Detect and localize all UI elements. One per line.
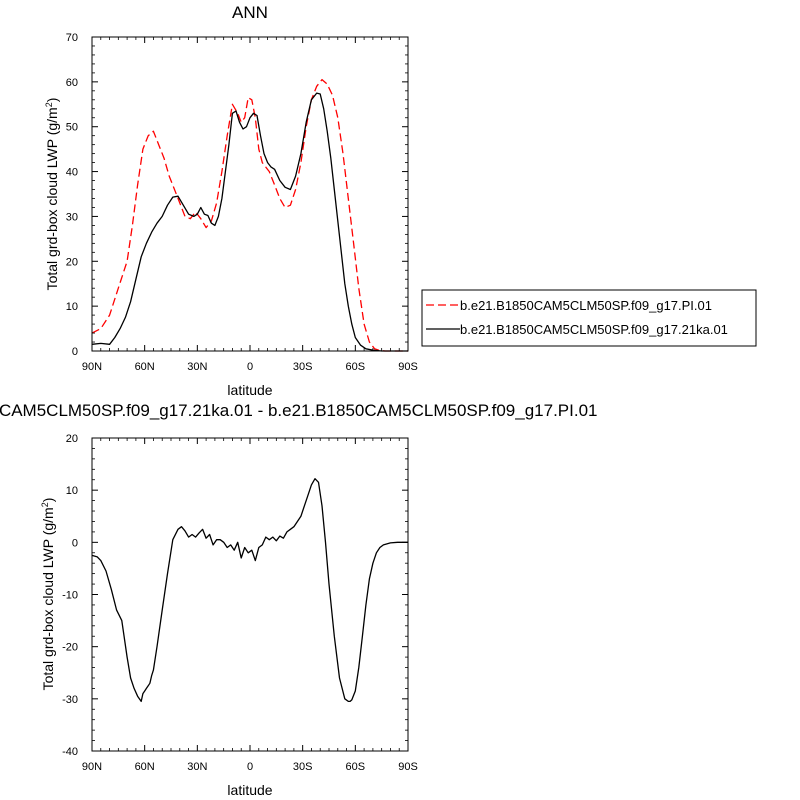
- bottom-x-tick-label-60n: 60N: [135, 761, 155, 773]
- top-series-layer: [91, 78, 408, 352]
- top-y-tick-label-50: 50: [66, 122, 78, 134]
- bottom-series-layer: [91, 478, 408, 703]
- bottom-x-tick-label-90s: 90S: [398, 761, 418, 773]
- top-x-tick-label-90n: 90N: [82, 361, 102, 373]
- top-y-tick-label-10: 10: [66, 301, 78, 313]
- bottom-x-axis-label: latitude: [227, 782, 272, 798]
- top-y-tick-label-70: 70: [66, 32, 78, 44]
- top-y-tick-label-60: 60: [66, 77, 78, 89]
- bottom-x-tick-label-90n: 90N: [82, 761, 102, 773]
- top-x-tick-label-90s: 90S: [398, 361, 418, 373]
- bottom-x-tick-label-60s: 60S: [346, 761, 366, 773]
- top-chart-title: ANN: [232, 3, 268, 22]
- top-x-tick-label-30n: 30N: [187, 361, 207, 373]
- top-ticks-layer: 90N 60N 30N 0 30S 60S 90S 0 10 20 30 40 50 60 70: [66, 32, 418, 373]
- bottom-x-tick-label-0: 0: [247, 761, 253, 773]
- legend-box: [421, 289, 757, 347]
- bottom-panel: b.e21.B1850CAM5CLM50SP.f09_g17.21ka.01 -…: [0, 401, 597, 798]
- bottom-y-tick-label-20: 20: [66, 433, 78, 445]
- bottom-y-tick-label-30: -30: [62, 694, 78, 706]
- legend-entry-21ka: b.e21.B1850CAM5CLM50SP.f09_g17.21ka.01: [426, 322, 728, 337]
- top-x-tick-label-60s: 60S: [346, 361, 366, 373]
- bottom-y-tick-label-10: -10: [62, 590, 78, 602]
- top-x-tick-label-30s: 30S: [293, 361, 313, 373]
- top-series-line-21ka: [91, 92, 408, 352]
- top-y-tick-label-40: 40: [66, 167, 78, 179]
- bottom-plot-frame: [91, 437, 409, 752]
- bottom-y-tick-label-0: 0: [72, 537, 78, 549]
- top-y-tick-label-20: 20: [66, 256, 78, 268]
- bottom-ticks-layer: 90N 60N 30N 0 30S 60S 90S -40 -30 -20 -10 0 10 20: [62, 433, 418, 773]
- bottom-y-axis-label: Total grd-box cloud LWP (g/m2): [40, 498, 56, 691]
- bottom-y-tick-label-20: -20: [62, 642, 78, 654]
- legend-entry-pi: b.e21.B1850CAM5CLM50SP.f09_g17.PI.01: [426, 298, 712, 313]
- bottom-chart-title: b.e21.B1850CAM5CLM50SP.f09_g17.21ka.01 -…: [0, 401, 597, 420]
- top-series-line-pi: [91, 78, 408, 352]
- bottom-series-line-difference: [91, 478, 408, 703]
- top-x-axis-label: latitude: [227, 382, 272, 398]
- top-legend: b.e21.B1850CAM5CLM50SP.f09_g17.PI.01 b.e…: [421, 289, 757, 347]
- top-x-tick-label-60n: 60N: [135, 361, 155, 373]
- top-plot-frame: [91, 36, 409, 352]
- bottom-x-tick-label-30s: 30S: [293, 761, 313, 773]
- bottom-x-tick-label-30n: 30N: [187, 761, 207, 773]
- bottom-y-tick-label-40: -40: [62, 746, 78, 758]
- bottom-y-tick-label-10: 10: [66, 485, 78, 497]
- top-x-tick-label-0: 0: [247, 361, 253, 373]
- legend-label-21ka: b.e21.B1850CAM5CLM50SP.f09_g17.21ka.01: [460, 322, 728, 337]
- top-y-tick-label-30: 30: [66, 211, 78, 223]
- top-y-axis-label: Total grd-box cloud LWP (g/m2): [44, 98, 60, 291]
- top-panel: ANN 90N 60N 30N 0 30S 60S 90S 0 10 20 30 40 50 60 70 l…: [44, 3, 757, 398]
- top-y-tick-label-0: 0: [72, 346, 78, 358]
- legend-label-pi: b.e21.B1850CAM5CLM50SP.f09_g17.PI.01: [460, 298, 712, 313]
